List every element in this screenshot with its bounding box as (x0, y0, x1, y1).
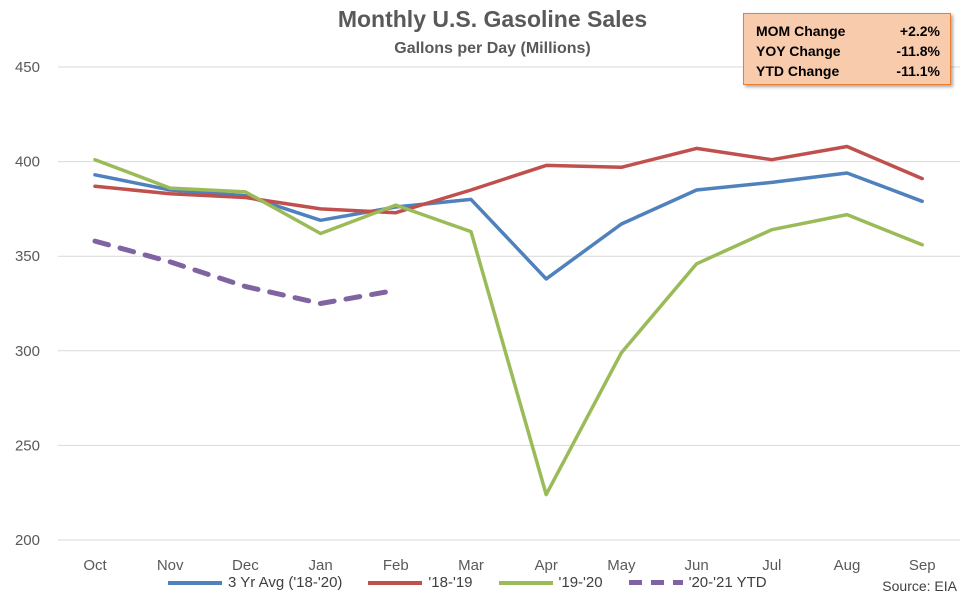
legend-label: '18-'19 (428, 574, 473, 591)
legend-label: '20-'21 YTD (688, 574, 767, 591)
series-line-0 (93, 171, 924, 281)
x-tick-label: Jan (309, 557, 333, 574)
y-tick-label: 250 (15, 437, 40, 454)
y-axis-ticks: 200 250 300 350 400 450 (15, 59, 40, 549)
source-note: Source: EIA (882, 578, 957, 594)
y-tick-label: 300 (15, 343, 40, 360)
x-tick-label: Mar (458, 557, 484, 574)
legend-swatch (628, 580, 683, 585)
stat-row-yoy: YOY Change -11.8% (756, 41, 940, 61)
legend-item-18-19: '18-'19 (368, 574, 473, 591)
x-tick-label: Oct (83, 557, 107, 574)
legend-swatch (368, 580, 423, 585)
series-line-3 (92, 238, 399, 306)
x-tick-label: Sep (909, 557, 936, 574)
legend-swatch (168, 580, 222, 585)
gridlines (58, 66, 960, 541)
series-line-2 (93, 157, 924, 497)
x-tick-label: Feb (383, 557, 409, 574)
legend-swatch (498, 580, 553, 585)
chart-legend: 3 Yr Avg ('18-'20) '18-'19 '19-'20 '20-'… (168, 574, 793, 591)
legend-item-19-20: '19-'20 (498, 574, 603, 591)
stat-row-ytd: YTD Change -11.1% (756, 61, 940, 81)
y-tick-label: 400 (15, 154, 40, 171)
x-axis-ticks: Oct Nov Dec Jan Feb Mar Apr May Jun Jul Aug Sep (83, 557, 935, 574)
stat-label: YOY Change (756, 43, 841, 59)
x-tick-label: Jun (685, 557, 709, 574)
x-tick-label: Apr (535, 557, 558, 574)
stat-label: MOM Change (756, 23, 846, 39)
y-tick-label: 450 (15, 59, 40, 76)
stat-value: +2.2% (899, 23, 940, 39)
series-lines (92, 144, 924, 497)
y-tick-label: 350 (15, 248, 40, 265)
chart-title: Monthly U.S. Gasoline Sales (337, 6, 648, 32)
x-tick-label: Dec (232, 557, 259, 574)
x-tick-label: Jul (762, 557, 781, 574)
y-tick-label: 200 (15, 532, 40, 549)
stat-value: -11.1% (896, 63, 940, 79)
legend-label: '19-'20 (558, 574, 603, 591)
legend-item-20-21-ytd: '20-'21 YTD (628, 574, 767, 591)
x-tick-label: Nov (157, 557, 184, 574)
legend-label: 3 Yr Avg ('18-'20) (228, 574, 343, 591)
x-tick-label: May (607, 557, 636, 574)
legend-item-3yr-avg: 3 Yr Avg ('18-'20) (168, 574, 342, 591)
stat-row-mom: MOM Change +2.2% (756, 21, 940, 41)
stat-label: YTD Change (756, 63, 840, 79)
change-summary-box: MOM Change +2.2% YOY Change -11.8% YTD C… (743, 13, 951, 85)
chart-subtitle: Gallons per Day (Millions) (394, 40, 591, 57)
series-line-1 (93, 144, 924, 215)
stat-value: -11.8% (896, 43, 940, 59)
x-tick-label: Aug (834, 557, 861, 574)
